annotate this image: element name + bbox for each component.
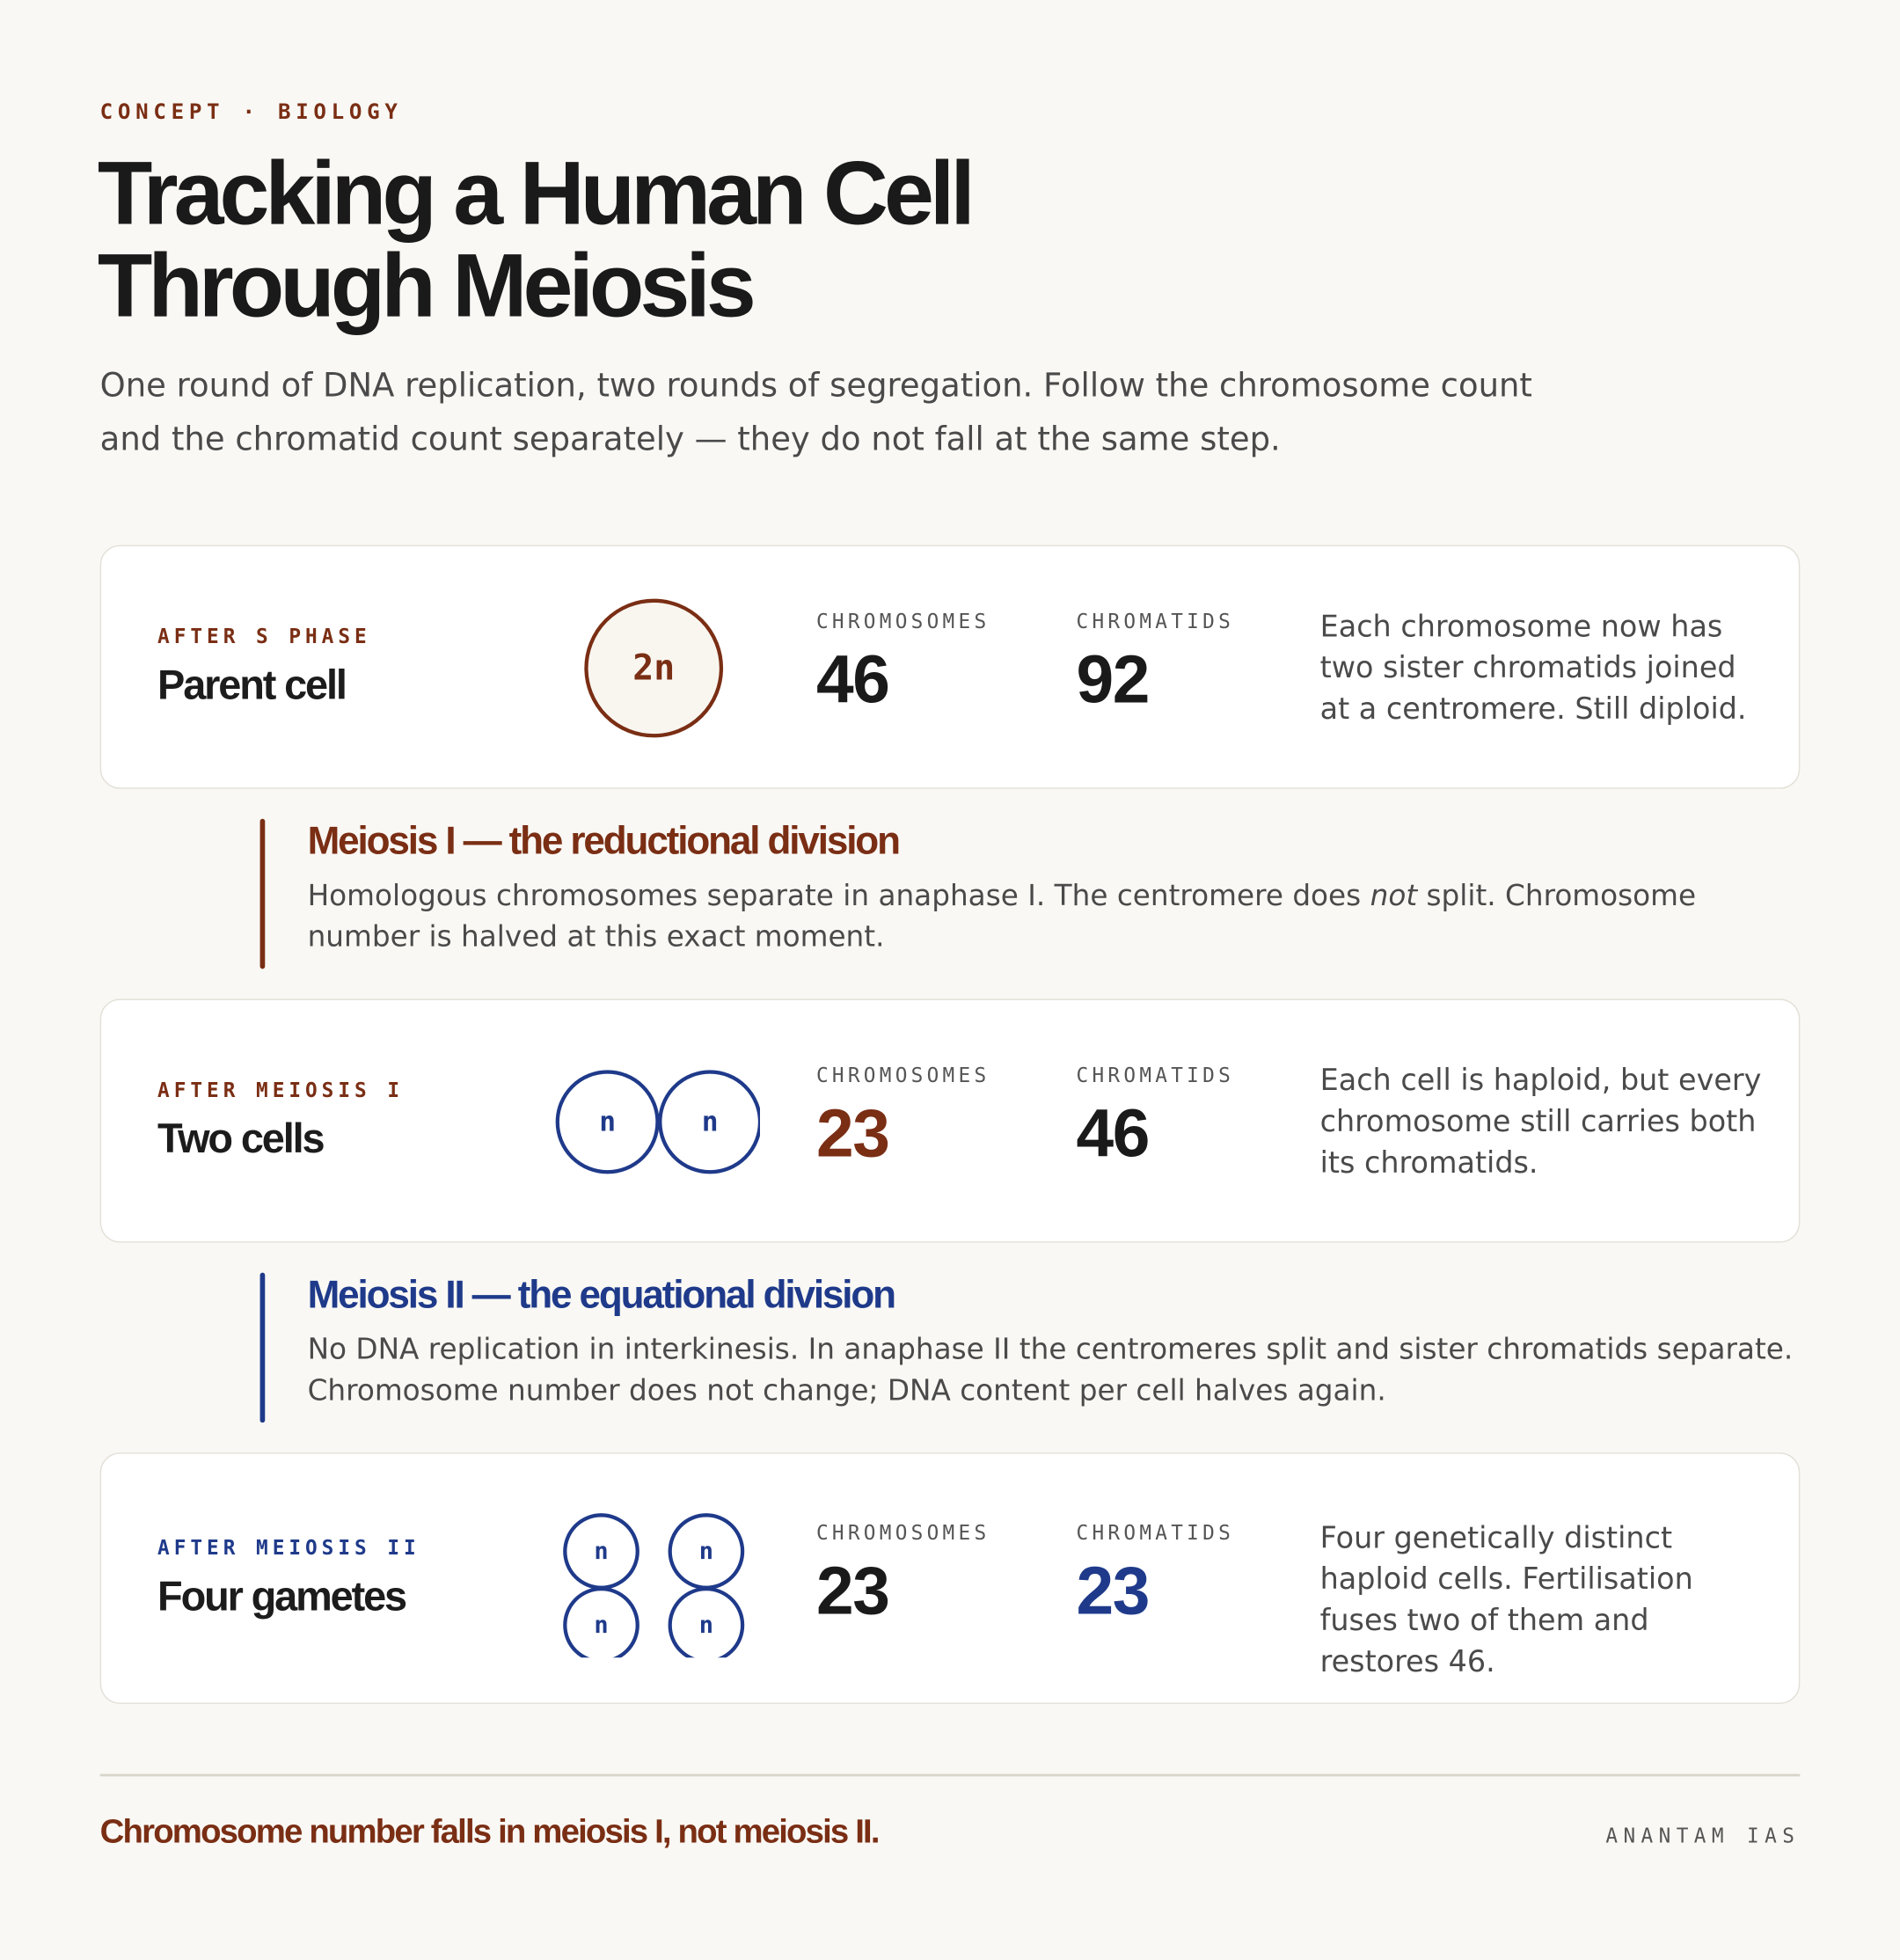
emphasis: not (1370, 880, 1418, 913)
chromatids-label: CHROMATIDS (1076, 1062, 1235, 1086)
stage-name: Parent cell (157, 661, 347, 707)
division-title: Meiosis I — the reductional division (307, 818, 901, 863)
cell-ploidy: n (702, 1106, 719, 1137)
chromosomes-label: CHROMOSOMES (815, 1519, 990, 1544)
intro: One round of DNA replication, two rounds… (99, 367, 1532, 459)
eyebrow: CONCEPT · BIOLOGY (99, 99, 403, 126)
text: split. Chromosome number is halved at th… (307, 880, 1697, 954)
cell (584, 598, 724, 738)
division-title: Meiosis II — the equational division (307, 1272, 897, 1317)
chromatids-count: 46 (1076, 1095, 1151, 1171)
division-bar (259, 1272, 266, 1423)
cell-ploidy: n (699, 1538, 713, 1565)
chromosomes-label: CHROMOSOMES (815, 609, 990, 633)
chromosomes-count: 23 (815, 1553, 890, 1628)
chromosomes-label: CHROMOSOMES (815, 1062, 990, 1086)
stage-note: Four genetically distinct haploid cells.… (1319, 1519, 1693, 1678)
stage-card: AFTER S PHASE Parent cell CHROMOSOMES 46 CHR… (99, 545, 1801, 789)
chromatids-label: CHROMATIDS (1076, 1519, 1235, 1544)
cell (668, 1587, 745, 1658)
takeaway: Chromosome number falls in meiosis I, no… (99, 1812, 881, 1851)
cell-ploidy: n (699, 1612, 713, 1639)
cell-diagram: n n n n (563, 1513, 745, 1658)
stage-note: Each cell is haploid, but every chromoso… (1319, 1062, 1762, 1180)
stage-name: Four gametes (157, 1571, 407, 1619)
cell (555, 1070, 660, 1174)
brand: ANANTAM IAS (1605, 1824, 1801, 1848)
text: Homologous chromosomes separate in anaph… (307, 880, 1370, 913)
stage-card: AFTER MEIOSIS I Two cells CHROMOSOMES 23 CHR… (99, 998, 1801, 1243)
cell (563, 1587, 639, 1658)
division-text: No DNA replication in interkinesis. In a… (308, 1330, 1808, 1413)
cell-ploidy: n (594, 1612, 608, 1639)
cell-ploidy: n (599, 1106, 616, 1137)
chromatids-count: 92 (1076, 641, 1151, 717)
chromosomes-count: 46 (815, 641, 890, 717)
stage-label: AFTER S PHASE (157, 624, 371, 648)
stage-card: AFTER MEIOSIS II Four gametes CHROMOSOMES 2… (99, 1452, 1801, 1704)
division: Meiosis I — the reductional division Homo… (259, 818, 1798, 969)
cell-ploidy: n (594, 1538, 608, 1565)
chromosomes-count: 23 (815, 1095, 890, 1171)
text: No DNA replication in interkinesis. In a… (307, 1334, 1794, 1408)
stage-label: AFTER MEIOSIS I (157, 1077, 404, 1101)
footer-rule (99, 1774, 1801, 1776)
stage-note: Each chromosome now has two sister chrom… (1319, 608, 1747, 726)
division-text: Homologous chromosomes separate in anaph… (308, 876, 1808, 959)
title: Tracking a Human Cell Through Meiosis (97, 143, 976, 337)
division: Meiosis II — the equational division No D… (259, 1272, 1798, 1423)
stage-name: Two cells (157, 1114, 325, 1161)
cell-diagram: 2n (584, 598, 724, 738)
cell (658, 1070, 760, 1174)
chromatids-label: CHROMATIDS (1076, 609, 1235, 633)
division-bar (259, 818, 266, 969)
chromatids-count: 23 (1076, 1553, 1151, 1628)
stage-label: AFTER MEIOSIS II (157, 1535, 420, 1560)
cell-ploidy: 2n (632, 648, 675, 689)
